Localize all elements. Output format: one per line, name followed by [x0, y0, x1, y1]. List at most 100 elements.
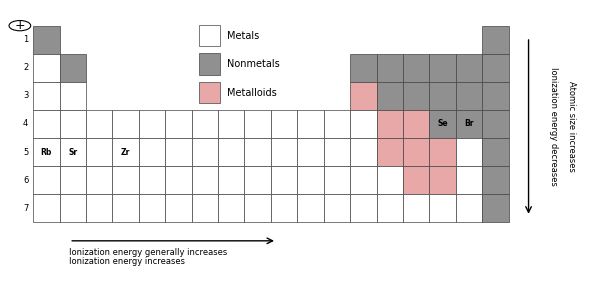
Bar [244, 194, 271, 222]
Bar [191, 138, 218, 166]
Bar [297, 166, 324, 194]
Bar [350, 82, 377, 110]
Bar [139, 110, 165, 138]
Text: Nonmetals: Nonmetals [227, 59, 280, 69]
Bar [350, 194, 377, 222]
Bar [33, 82, 60, 110]
Bar [199, 54, 220, 75]
Bar [139, 138, 165, 166]
Bar [86, 194, 113, 222]
Bar [86, 138, 113, 166]
Text: 5: 5 [23, 148, 28, 156]
Bar [377, 166, 403, 194]
Bar [271, 110, 297, 138]
Bar [244, 110, 271, 138]
Bar [139, 194, 165, 222]
Text: Ionization energy decreases: Ionization energy decreases [550, 67, 558, 186]
Bar [297, 194, 324, 222]
Bar [60, 138, 86, 166]
Bar [33, 138, 60, 166]
Text: 6: 6 [23, 176, 28, 185]
Bar [244, 166, 271, 194]
Bar [403, 82, 429, 110]
Bar [482, 166, 509, 194]
Bar [324, 110, 350, 138]
Bar [482, 54, 509, 82]
Bar [324, 194, 350, 222]
Bar [377, 110, 403, 138]
Bar [377, 194, 403, 222]
Bar [244, 138, 271, 166]
Text: Ionization energy generally increases: Ionization energy generally increases [69, 248, 228, 257]
Bar [456, 166, 482, 194]
Text: 4: 4 [23, 119, 28, 129]
Bar [218, 138, 244, 166]
Bar [429, 194, 456, 222]
Bar [165, 138, 191, 166]
Bar [350, 166, 377, 194]
Bar [456, 138, 482, 166]
Bar [113, 194, 139, 222]
Bar [403, 110, 429, 138]
Bar [456, 82, 482, 110]
Text: 3: 3 [23, 91, 28, 100]
Bar [60, 166, 86, 194]
Bar [482, 26, 509, 54]
Bar [113, 166, 139, 194]
Bar [350, 138, 377, 166]
Bar [86, 110, 113, 138]
Bar [324, 138, 350, 166]
Text: +: + [14, 19, 25, 32]
Bar [377, 54, 403, 82]
Bar [403, 54, 429, 82]
Bar [191, 110, 218, 138]
Bar [60, 54, 86, 82]
Bar [218, 166, 244, 194]
Bar [113, 110, 139, 138]
Bar [271, 194, 297, 222]
Bar [218, 194, 244, 222]
Bar [139, 166, 165, 194]
Bar [350, 54, 377, 82]
Text: Metalloids: Metalloids [227, 87, 277, 98]
Bar [429, 166, 456, 194]
Text: 2: 2 [23, 63, 28, 72]
Bar [429, 110, 456, 138]
Text: Metals: Metals [227, 30, 259, 41]
Bar [60, 194, 86, 222]
Text: Se: Se [437, 119, 448, 129]
Bar [113, 138, 139, 166]
Bar [33, 110, 60, 138]
Bar [482, 194, 509, 222]
Bar [429, 82, 456, 110]
Text: Atomic size increases: Atomic size increases [568, 82, 576, 172]
Bar [165, 110, 191, 138]
Text: Br: Br [464, 119, 474, 129]
Bar [271, 166, 297, 194]
Bar [482, 82, 509, 110]
Bar [199, 25, 220, 46]
Bar [429, 138, 456, 166]
Bar [482, 138, 509, 166]
Bar [350, 110, 377, 138]
Bar [60, 110, 86, 138]
Bar [60, 82, 86, 110]
Bar [165, 194, 191, 222]
Bar [482, 110, 509, 138]
Bar [403, 194, 429, 222]
Bar [297, 110, 324, 138]
Bar [297, 138, 324, 166]
Bar [199, 82, 220, 103]
Bar [456, 110, 482, 138]
Bar [324, 166, 350, 194]
Bar [429, 54, 456, 82]
Bar [33, 166, 60, 194]
Text: 7: 7 [23, 204, 28, 213]
Text: Sr: Sr [68, 148, 77, 156]
Bar [377, 82, 403, 110]
Bar [271, 138, 297, 166]
Text: 1: 1 [23, 35, 28, 44]
Text: Ionization energy increases: Ionization energy increases [69, 257, 185, 266]
Text: Rb: Rb [40, 148, 52, 156]
Bar [191, 166, 218, 194]
